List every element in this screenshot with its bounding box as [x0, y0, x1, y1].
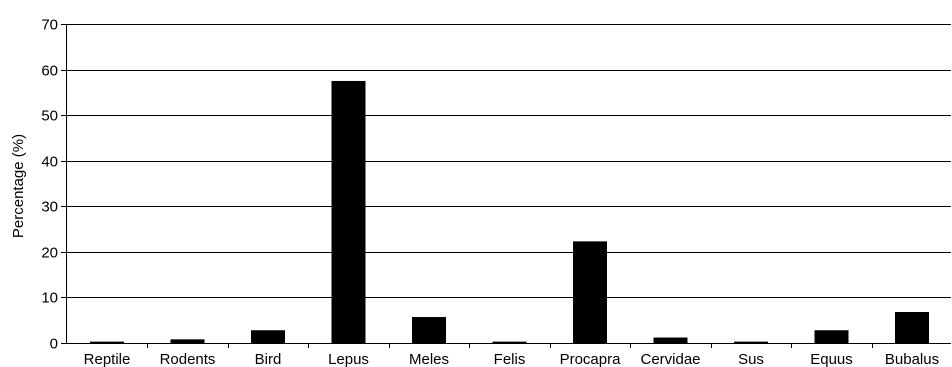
y-tick-label: 70: [41, 17, 58, 34]
gridlines: [66, 24, 951, 298]
bar-rodents: [170, 339, 205, 343]
x-tick-label-lepus: Lepus: [328, 351, 369, 367]
y-tick-label: 40: [41, 154, 58, 171]
bar-sus: [734, 341, 768, 343]
y-tick-label: 20: [41, 245, 58, 262]
x-tick-label-rodents: Rodents: [160, 351, 216, 367]
bar-felis: [492, 341, 527, 343]
y-axis-label: Percentage (%): [10, 134, 27, 238]
x-tick-label-meles: Meles: [409, 351, 449, 367]
y-tick-label: 0: [50, 336, 58, 353]
bar-procapra: [573, 241, 607, 343]
bar-equus: [814, 330, 849, 343]
y-tick-label: 10: [41, 290, 58, 307]
y-tick-labels: 0 10 20 30 40 50 60 70: [41, 17, 58, 353]
x-tick-label-cervidae: Cervidae: [640, 351, 700, 367]
axes: [61, 24, 951, 348]
y-tick-label: 50: [41, 108, 58, 125]
bars: [90, 80, 929, 343]
y-tick-label: 30: [41, 199, 58, 216]
x-tick-label-reptile: Reptile: [84, 351, 131, 367]
x-tick-label-equus: Equus: [810, 351, 853, 367]
y-tick-label: 60: [41, 63, 58, 80]
bar-bubalus: [895, 312, 929, 343]
x-tick-label-bubalus: Bubalus: [885, 351, 939, 367]
x-tick-label-felis: Felis: [494, 351, 526, 367]
bar-meles: [412, 317, 446, 343]
bar-reptile: [90, 341, 124, 343]
x-tick-labels: Reptile Rodents Bird Lepus Meles Felis Procapr…: [84, 351, 939, 367]
bar-bird: [251, 330, 285, 343]
x-tick-label-bird: Bird: [255, 351, 282, 367]
x-tick-label-procapra: Procapra: [560, 351, 622, 367]
x-tick-label-sus: Sus: [738, 351, 764, 367]
bar-lepus: [331, 80, 366, 343]
bar-cervidae: [653, 337, 688, 343]
